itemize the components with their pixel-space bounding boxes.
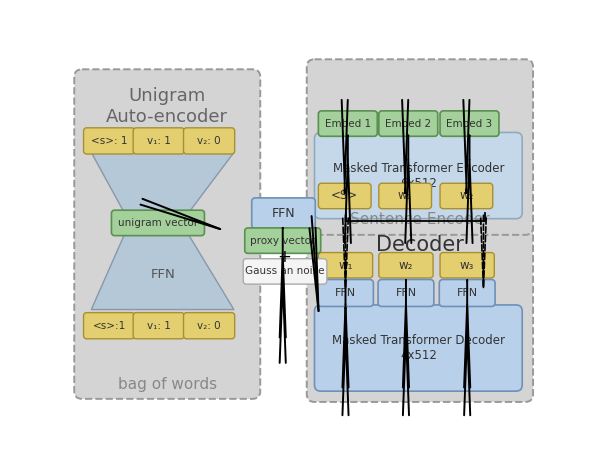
Text: Embed 3: Embed 3 — [447, 119, 492, 128]
Text: Unigram
Auto-encoder: Unigram Auto-encoder — [106, 87, 228, 126]
Text: FFN: FFN — [151, 268, 176, 281]
Text: Decoder: Decoder — [376, 235, 464, 255]
Text: FFN: FFN — [396, 288, 416, 298]
FancyBboxPatch shape — [243, 259, 327, 284]
FancyBboxPatch shape — [318, 183, 371, 209]
FancyBboxPatch shape — [379, 253, 433, 278]
FancyBboxPatch shape — [314, 305, 522, 391]
FancyBboxPatch shape — [440, 280, 495, 306]
FancyBboxPatch shape — [74, 69, 260, 399]
FancyBboxPatch shape — [440, 111, 499, 136]
Text: <s>:1: <s>:1 — [93, 321, 126, 331]
FancyBboxPatch shape — [318, 280, 374, 306]
Text: v₂: 0: v₂: 0 — [197, 321, 221, 331]
Text: Sentence Encoder: Sentence Encoder — [350, 212, 489, 227]
Text: w₂: w₂ — [459, 189, 473, 202]
FancyBboxPatch shape — [307, 59, 533, 235]
FancyBboxPatch shape — [184, 313, 235, 339]
Text: Masked Transformer Encoder
6x512: Masked Transformer Encoder 6x512 — [333, 162, 504, 189]
FancyBboxPatch shape — [379, 111, 438, 136]
Text: Gauss an noise: Gauss an noise — [245, 267, 325, 276]
Text: FFN: FFN — [271, 207, 295, 220]
FancyBboxPatch shape — [133, 128, 184, 154]
Text: FFN: FFN — [335, 288, 356, 298]
FancyBboxPatch shape — [184, 128, 235, 154]
FancyBboxPatch shape — [84, 128, 135, 154]
Text: w₁: w₁ — [338, 259, 353, 272]
Text: <S>: <S> — [331, 189, 358, 202]
Text: proxy vector: proxy vector — [250, 236, 315, 246]
Text: v₂: 0: v₂: 0 — [197, 136, 221, 146]
FancyBboxPatch shape — [112, 210, 204, 236]
Text: w₁: w₁ — [398, 189, 412, 202]
Text: w₂: w₂ — [399, 259, 413, 272]
FancyBboxPatch shape — [379, 183, 431, 209]
Text: v₁: 1: v₁: 1 — [147, 321, 170, 331]
FancyBboxPatch shape — [318, 111, 377, 136]
Text: v₁: 1: v₁: 1 — [147, 136, 170, 146]
FancyBboxPatch shape — [378, 280, 434, 306]
FancyBboxPatch shape — [307, 223, 533, 402]
FancyBboxPatch shape — [314, 133, 522, 219]
Text: <s>: 1: <s>: 1 — [91, 136, 127, 146]
Text: Embed 2: Embed 2 — [386, 119, 431, 128]
Text: Masked Transformer Decoder
4x512: Masked Transformer Decoder 4x512 — [332, 334, 505, 362]
FancyBboxPatch shape — [318, 253, 372, 278]
FancyBboxPatch shape — [252, 198, 315, 229]
FancyBboxPatch shape — [133, 313, 184, 339]
Text: w₃: w₃ — [460, 259, 475, 272]
FancyBboxPatch shape — [245, 228, 321, 253]
Text: Embed 1: Embed 1 — [325, 119, 371, 128]
FancyBboxPatch shape — [440, 253, 494, 278]
Text: +: + — [277, 248, 291, 266]
Text: unigram vector: unigram vector — [118, 218, 198, 228]
Text: bag of words: bag of words — [118, 377, 217, 393]
Polygon shape — [91, 234, 234, 310]
FancyBboxPatch shape — [440, 183, 493, 209]
Text: FFN: FFN — [457, 288, 478, 298]
Polygon shape — [91, 152, 234, 213]
FancyBboxPatch shape — [84, 313, 135, 339]
